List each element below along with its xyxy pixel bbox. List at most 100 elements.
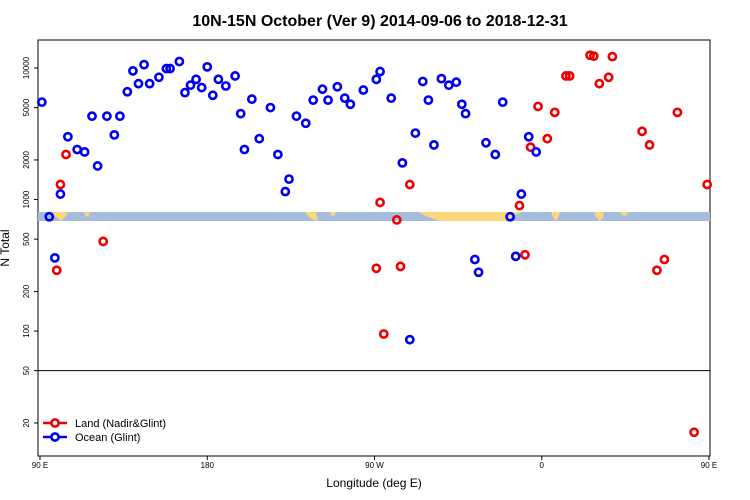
ocean-point	[308, 95, 319, 106]
y-tick-label: 500	[22, 232, 31, 246]
y-tick-label: 20	[22, 418, 31, 427]
land-point	[588, 51, 599, 62]
legend-marker	[50, 432, 60, 442]
land-point	[652, 265, 662, 276]
land-point	[55, 179, 66, 190]
ocean-point	[180, 87, 190, 98]
ocean-point	[36, 97, 47, 108]
y-tick-label: 100	[22, 324, 31, 338]
ocean-point	[436, 73, 447, 84]
legend-item-ocean: Ocean (Glint)	[43, 432, 140, 444]
ocean-point	[417, 76, 428, 87]
ocean-point	[460, 108, 471, 119]
ocean-point	[122, 86, 133, 97]
ocean-point	[72, 144, 83, 155]
ocean-point	[246, 94, 257, 105]
x-axis: 90 E 180 90 W 0 90 E	[32, 456, 717, 470]
y-tick-label: 200	[22, 284, 31, 298]
legend-label: Land (Nadir&Glint)	[75, 418, 166, 430]
land-point	[395, 261, 406, 272]
land-point	[533, 101, 543, 112]
y-axis-label: N Total	[0, 229, 12, 266]
land-point	[514, 200, 525, 211]
ocean-point	[423, 95, 434, 106]
x-tick-label: 90 E	[701, 461, 717, 470]
ocean-point	[291, 111, 302, 122]
ocean-point	[79, 147, 90, 157]
land-point	[672, 107, 683, 118]
ocean-point	[516, 189, 527, 199]
ocean-point	[531, 147, 542, 157]
ocean-point	[55, 189, 66, 199]
ocean-point	[115, 111, 125, 122]
ocean-point	[404, 334, 415, 345]
land-point	[564, 71, 575, 81]
legend: Land (Nadir&Glint) Ocean (Glint)	[43, 418, 166, 444]
ocean-point	[220, 81, 231, 91]
land-point	[637, 126, 647, 137]
land-point	[98, 236, 109, 247]
land-point	[659, 254, 670, 265]
land-point	[702, 179, 713, 190]
ocean-point	[481, 137, 491, 148]
ocean-point	[213, 74, 224, 85]
ocean-point	[154, 72, 164, 83]
land-point	[391, 215, 402, 225]
land-point	[525, 142, 536, 153]
ocean-point	[133, 78, 144, 89]
land-point	[603, 72, 614, 83]
ocean-point	[239, 144, 250, 155]
land-point	[561, 71, 571, 81]
ocean-point	[49, 252, 60, 263]
ocean-point	[230, 71, 241, 81]
ocean-point	[345, 99, 356, 110]
ocean-point	[490, 149, 501, 160]
x-tick-label: 90 W	[365, 461, 384, 470]
ocean-point	[358, 85, 369, 95]
ocean-point	[62, 131, 73, 142]
x-tick-label: 0	[540, 461, 545, 470]
ocean-point	[451, 77, 462, 88]
land-point	[607, 51, 618, 62]
ocean-point	[265, 102, 276, 113]
chart-title: 10N-15N October (Ver 9) 2014-09-06 to 20…	[192, 13, 567, 30]
ocean-point	[254, 133, 265, 144]
land-point	[371, 263, 382, 274]
ocean-point	[473, 267, 484, 278]
land-point	[520, 249, 530, 260]
land-point	[378, 329, 389, 339]
legend-item-land: Land (Nadir&Glint)	[43, 418, 166, 430]
ocean-point	[443, 80, 454, 91]
ocean-point	[410, 128, 421, 138]
y-tick-label: 5000	[22, 98, 31, 116]
ocean-point	[284, 174, 294, 185]
x-tick-label: 180	[201, 461, 215, 470]
ocean-point	[510, 251, 521, 262]
land-point	[689, 427, 700, 438]
ocean-point	[235, 108, 246, 119]
land-point	[51, 265, 62, 276]
y-tick-label: 1000	[22, 190, 31, 208]
ocean-point	[371, 74, 382, 85]
land-point	[61, 149, 71, 160]
ocean-point	[44, 211, 55, 222]
ocean-point	[139, 59, 149, 70]
ocean-point	[497, 97, 508, 108]
ocean-point	[386, 93, 397, 104]
ocean-point	[397, 157, 408, 168]
x-axis-label: Longitude (deg E)	[326, 476, 421, 490]
ocean-point	[300, 118, 311, 129]
legend-marker	[50, 418, 60, 428]
ocean-point	[191, 74, 201, 85]
ocean-point	[272, 149, 283, 160]
ocean-point	[196, 82, 207, 93]
ocean-point	[317, 84, 328, 95]
ocean-point	[429, 140, 439, 150]
x-tick-label: 90 E	[32, 461, 48, 470]
y-tick-label: 50	[22, 366, 31, 375]
ocean-point	[280, 186, 291, 197]
ocean-point	[469, 254, 480, 265]
ocean-point	[144, 78, 155, 89]
ocean-point	[339, 93, 350, 104]
